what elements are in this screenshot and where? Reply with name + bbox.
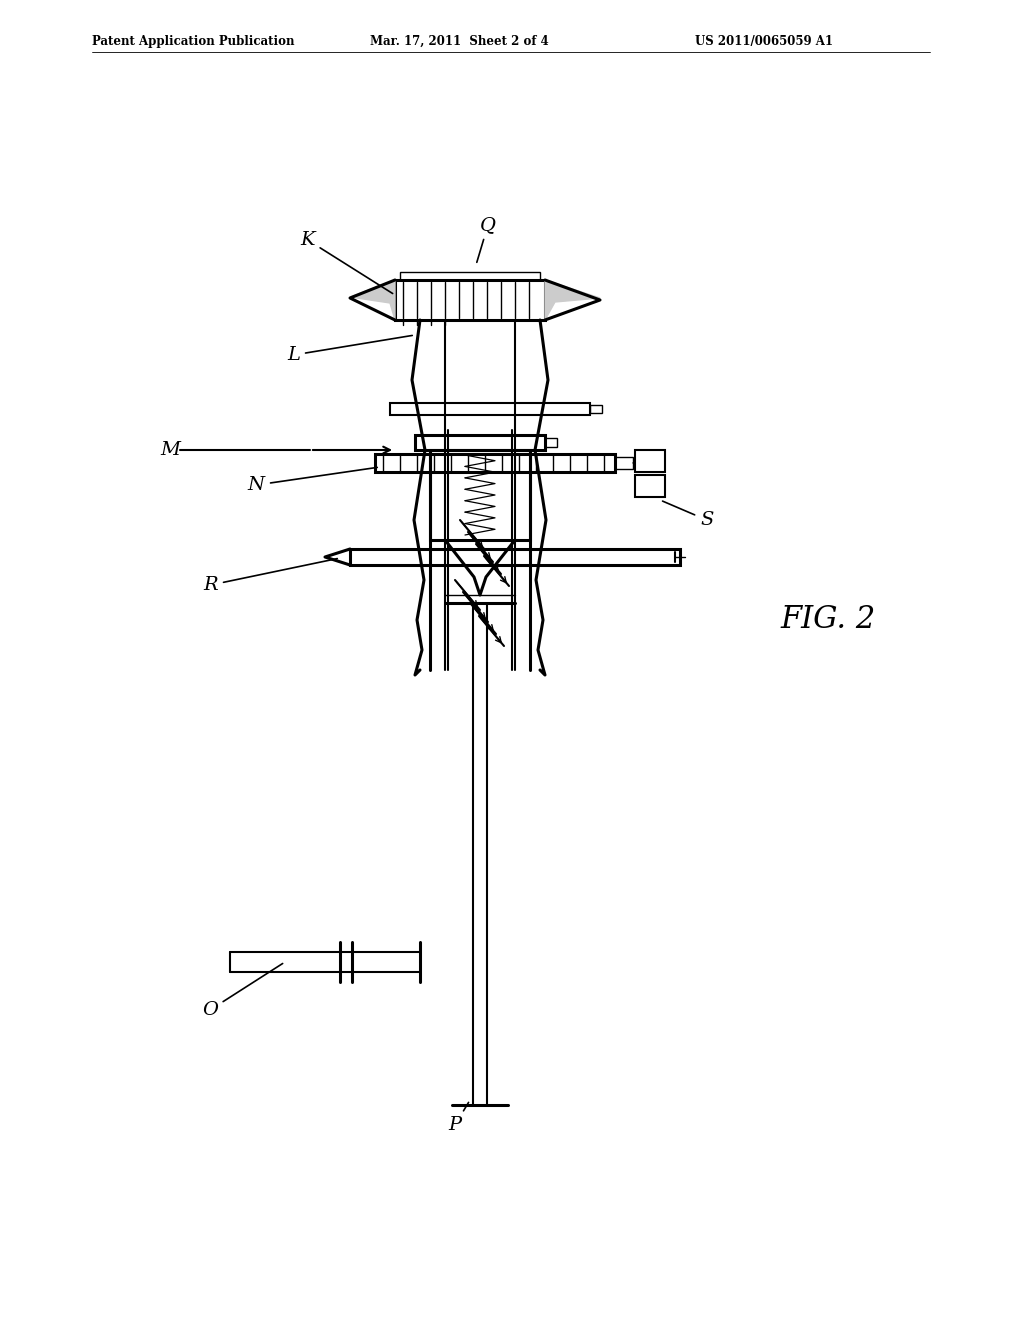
Text: R: R <box>204 558 337 594</box>
Bar <box>390 403 590 414</box>
Bar <box>590 405 602 413</box>
Bar <box>350 549 680 565</box>
Text: K: K <box>300 231 392 293</box>
Text: S: S <box>663 502 714 529</box>
Text: Patent Application Publication: Patent Application Publication <box>92 36 295 48</box>
Bar <box>615 457 633 469</box>
Bar <box>400 272 540 280</box>
Bar <box>545 438 557 447</box>
Text: N: N <box>248 467 377 494</box>
Text: P: P <box>449 1102 469 1134</box>
Bar <box>635 450 665 473</box>
Text: O: O <box>202 964 283 1019</box>
Bar <box>415 436 545 450</box>
Polygon shape <box>350 280 395 319</box>
Text: FIG. 2: FIG. 2 <box>780 605 876 635</box>
Bar <box>635 475 665 498</box>
Polygon shape <box>545 280 600 319</box>
Text: US 2011/0065059 A1: US 2011/0065059 A1 <box>695 36 833 48</box>
Bar <box>395 280 545 319</box>
Text: Mar. 17, 2011  Sheet 2 of 4: Mar. 17, 2011 Sheet 2 of 4 <box>370 36 549 48</box>
Bar <box>430 450 530 540</box>
Bar <box>375 454 615 473</box>
Text: M: M <box>160 441 180 459</box>
Text: Q: Q <box>477 216 496 263</box>
Text: L: L <box>287 335 413 364</box>
